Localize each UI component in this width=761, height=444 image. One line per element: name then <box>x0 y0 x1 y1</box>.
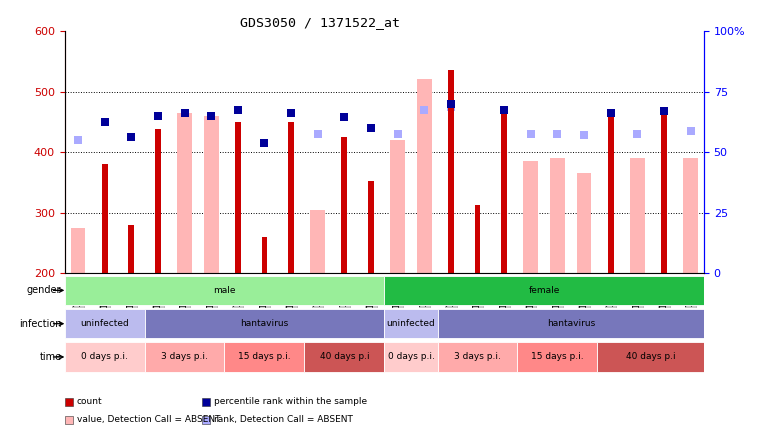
Bar <box>438 309 704 338</box>
Text: GDS3050 / 1371522_at: GDS3050 / 1371522_at <box>240 16 400 28</box>
Bar <box>145 309 384 338</box>
Text: count: count <box>77 397 103 406</box>
Text: 40 days p.i: 40 days p.i <box>626 353 676 361</box>
Bar <box>661 113 667 273</box>
Text: gender: gender <box>27 285 62 295</box>
Bar <box>630 158 645 273</box>
Bar <box>145 342 224 372</box>
Text: uninfected: uninfected <box>80 319 129 328</box>
Bar <box>683 158 698 273</box>
Bar <box>65 342 145 372</box>
Bar <box>71 228 85 273</box>
Bar <box>235 122 240 273</box>
Text: rank, Detection Call = ABSENT: rank, Detection Call = ABSENT <box>214 415 352 424</box>
Bar <box>524 161 538 273</box>
Text: female: female <box>528 286 560 295</box>
Text: 3 days p.i.: 3 days p.i. <box>161 353 208 361</box>
Text: infection: infection <box>19 319 62 329</box>
Bar <box>155 129 161 273</box>
Text: 15 days p.i.: 15 days p.i. <box>238 353 291 361</box>
Bar <box>177 113 192 273</box>
Bar <box>65 309 145 338</box>
Bar <box>342 137 347 273</box>
Bar <box>224 342 304 372</box>
Text: hantavirus: hantavirus <box>546 319 595 328</box>
Bar <box>204 116 218 273</box>
Text: percentile rank within the sample: percentile rank within the sample <box>214 397 367 406</box>
Bar <box>390 140 405 273</box>
Text: 3 days p.i.: 3 days p.i. <box>454 353 501 361</box>
Bar <box>577 173 591 273</box>
Bar <box>448 71 454 273</box>
Bar <box>262 237 267 273</box>
Bar <box>438 342 517 372</box>
Bar <box>288 122 294 273</box>
Text: 0 days p.i.: 0 days p.i. <box>387 353 435 361</box>
Bar <box>129 225 134 273</box>
Bar <box>65 276 384 305</box>
Text: 15 days p.i.: 15 days p.i. <box>531 353 584 361</box>
Bar <box>102 164 107 273</box>
Bar <box>517 342 597 372</box>
Bar <box>597 342 704 372</box>
Text: male: male <box>213 286 236 295</box>
Text: value, Detection Call = ABSENT: value, Detection Call = ABSENT <box>77 415 221 424</box>
Bar <box>304 342 384 372</box>
Bar <box>310 210 325 273</box>
Bar <box>417 79 431 273</box>
Bar <box>608 116 613 273</box>
Bar <box>550 158 565 273</box>
Text: 0 days p.i.: 0 days p.i. <box>81 353 128 361</box>
Bar <box>384 342 438 372</box>
Bar <box>368 181 374 273</box>
Bar <box>384 276 704 305</box>
Bar <box>384 309 438 338</box>
Text: uninfected: uninfected <box>387 319 435 328</box>
Bar <box>475 205 480 273</box>
Text: hantavirus: hantavirus <box>240 319 288 328</box>
Text: 40 days p.i: 40 days p.i <box>320 353 369 361</box>
Text: time: time <box>40 352 62 362</box>
Bar <box>501 110 507 273</box>
